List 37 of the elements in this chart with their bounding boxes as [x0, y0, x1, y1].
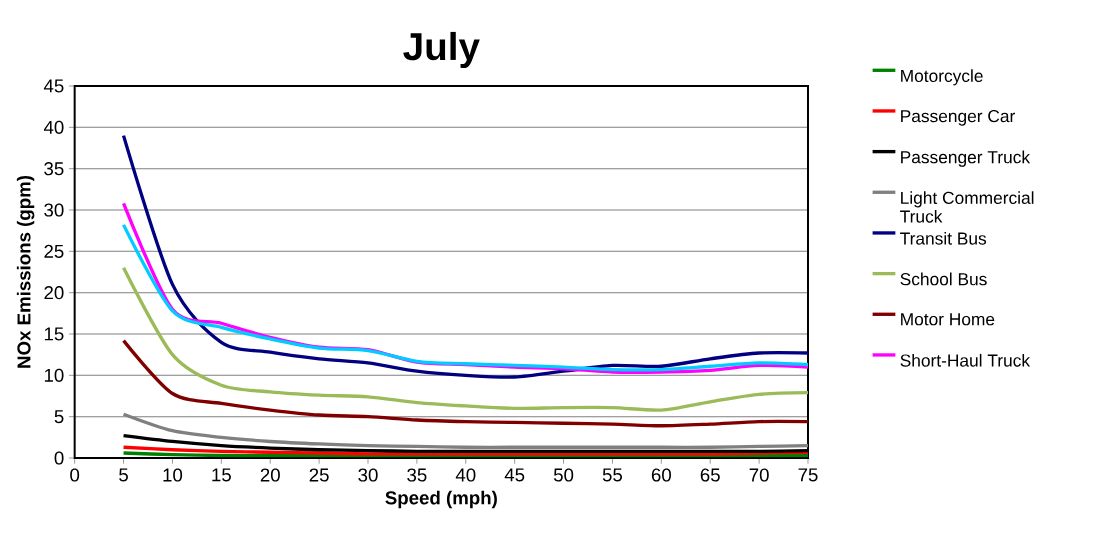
- y-tick-label: 20: [44, 286, 64, 300]
- y-tick-label: 10: [44, 368, 64, 382]
- legend-label: Passenger Car: [901, 109, 1015, 126]
- legend-label: Short-Haul Truck: [900, 353, 1031, 367]
- x-tick-label: 0: [70, 468, 80, 482]
- legend-label: Motor Home: [901, 313, 995, 326]
- x-tick-label: 5: [119, 468, 128, 482]
- y-tick-label: 30: [44, 203, 64, 217]
- x-tick-label: 30: [358, 468, 378, 482]
- y-tick-label: 0: [54, 451, 64, 465]
- x-tick-label: 70: [749, 468, 769, 482]
- y-tick-label: 35: [44, 162, 64, 176]
- x-tick-label: 50: [553, 468, 574, 482]
- y-tick-label: 5: [54, 410, 64, 424]
- x-tick-label: 15: [212, 468, 231, 482]
- x-tick-label: 75: [798, 468, 818, 482]
- legend-label: Motorcycle: [901, 69, 983, 86]
- x-tick-label: 55: [602, 468, 623, 482]
- x-tick-label: 40: [455, 468, 476, 482]
- legend-label: Passenger Truck: [901, 150, 1031, 167]
- legend-label: Light Commercial Truck: [900, 191, 1034, 223]
- chart-title: July: [403, 31, 480, 68]
- x-tick-label: 20: [260, 468, 280, 482]
- y-tick-label: 45: [43, 79, 64, 93]
- x-axis-title: Speed (mph): [385, 490, 497, 509]
- x-tick-label: 65: [700, 468, 720, 482]
- y-axis-title: NOx Emissions (gpm): [16, 175, 35, 368]
- x-tick-label: 60: [651, 468, 671, 482]
- legend-label: Transit Bus: [900, 231, 987, 245]
- y-tick-label: 40: [43, 120, 64, 134]
- x-tick-label: 45: [504, 468, 525, 482]
- y-tick-label: 25: [44, 244, 64, 258]
- x-tick-label: 25: [309, 468, 329, 482]
- legend-label: School Bus: [900, 272, 987, 286]
- x-tick-label: 35: [407, 468, 427, 482]
- x-tick-label: 10: [163, 468, 183, 482]
- y-tick-label: 15: [44, 327, 64, 341]
